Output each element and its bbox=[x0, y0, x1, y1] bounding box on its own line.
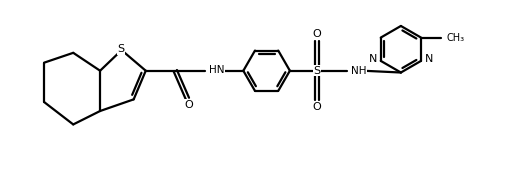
Text: NH: NH bbox=[351, 66, 366, 76]
Text: N: N bbox=[425, 54, 433, 64]
Text: S: S bbox=[313, 66, 321, 76]
Text: CH₃: CH₃ bbox=[447, 33, 465, 43]
Text: O: O bbox=[184, 100, 193, 110]
Text: O: O bbox=[313, 30, 322, 39]
Text: S: S bbox=[117, 44, 124, 54]
Text: O: O bbox=[313, 102, 322, 112]
Text: N: N bbox=[369, 54, 377, 64]
Text: HN: HN bbox=[209, 65, 224, 75]
